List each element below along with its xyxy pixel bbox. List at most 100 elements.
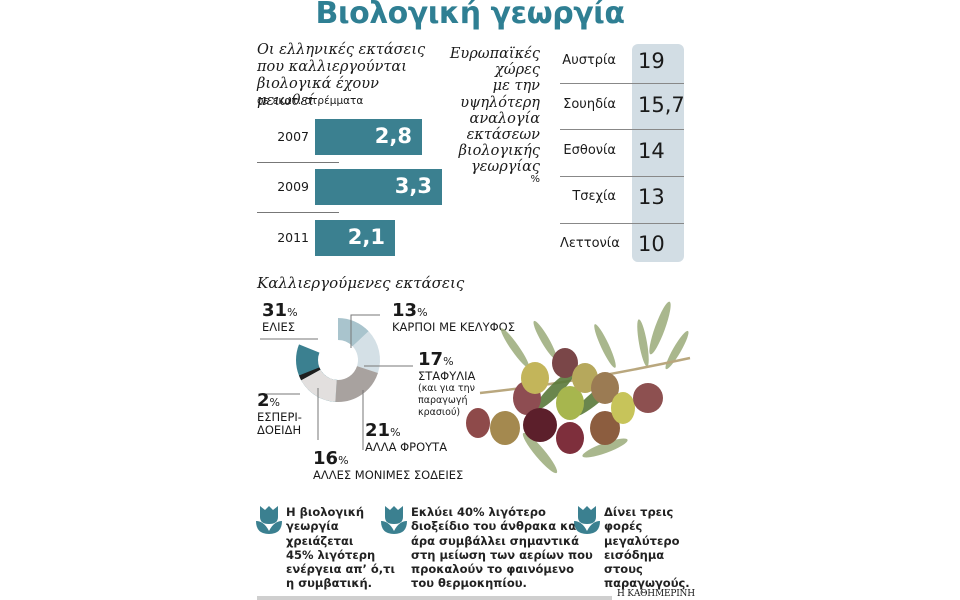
title-line: υψηλότερη	[460, 94, 540, 111]
segment-note: κρασιού)	[418, 407, 461, 418]
feature-energy: Η βιολογική γεωργία χρειάζεται 45% λιγότ…	[286, 505, 395, 591]
donut-title: Καλλιεργούμενες εκτάσεις	[257, 274, 465, 292]
title-line: αναλογία	[469, 110, 540, 127]
title-line: χώρες	[494, 62, 540, 79]
title-line: με την	[492, 78, 540, 95]
feature-line: ενέργεια απ’ ό,τι	[286, 562, 395, 577]
bar: 2,1	[315, 220, 395, 256]
pct-sign: %	[287, 306, 298, 319]
country-value: 14	[638, 139, 665, 163]
segment-note: (και για την	[418, 383, 475, 394]
feature-income: Δίνει τρεις φορές μεγαλύτερο εισόδημα στ…	[604, 505, 690, 591]
pct-value: 2	[257, 390, 270, 411]
feature-line: η συμβατική.	[286, 576, 373, 591]
country-name: Σουηδία	[563, 97, 616, 112]
divider	[560, 223, 684, 224]
feature-line: του θερμοκηπίου.	[411, 576, 527, 591]
label-fruits: 21% ΑΛΛΑ ΦΡΟΥΤΑ	[365, 420, 447, 454]
country-value: 10	[638, 232, 665, 256]
segment-nuts	[296, 318, 380, 402]
feature-line: άρα συμβάλλει σημαντικά	[411, 533, 580, 548]
feature-line: 45% λιγότερη	[286, 547, 376, 562]
country-name: Τσεχία	[572, 189, 616, 204]
bar-value: 3,3	[394, 174, 432, 198]
bar-year: 2007	[277, 129, 309, 144]
country-value: 15,7	[638, 93, 685, 117]
segment-label: ΑΛΛΕΣ ΜΟΝΙΜΕΣ ΣΟΔΕΙΕΣ	[313, 468, 464, 482]
country-name: Αυστρία	[562, 53, 616, 68]
bar-year: 2009	[277, 179, 309, 194]
country-name: Λεττονία	[560, 236, 620, 251]
pct-sign: %	[417, 306, 428, 319]
table-row: Λεττονία 10	[560, 223, 684, 268]
title-line: Ευρωπαϊκές	[449, 46, 540, 62]
segment-grapes	[296, 318, 380, 402]
pct-value: 13	[392, 300, 418, 321]
bar-chart-title: Οι ελληνικές εκτάσεις που καλλιεργούνται…	[257, 42, 426, 109]
feature-co2: Εκλύει 40% λιγότερο διοξείδιο του άνθρακ…	[411, 505, 593, 591]
segment-label: ΔΟΕΙΔΗ	[257, 423, 302, 437]
segment-label: ΣΤΑΦΥΛΙΑ	[418, 369, 476, 383]
feature-line: φορές	[604, 519, 643, 534]
pct-sign: %	[338, 454, 349, 467]
values-column-bg	[632, 44, 684, 262]
segment-label: ΕΛΙΕΣ	[262, 320, 296, 334]
segment-label: ΑΛΛΑ ΦΡΟΥΤΑ	[365, 440, 448, 454]
countries-unit: %	[530, 174, 540, 185]
bar: 2,8	[315, 119, 422, 155]
pct-value: 21	[365, 420, 391, 441]
tulip-icon	[574, 506, 600, 534]
divider	[257, 162, 339, 163]
countries-title: Ευρωπαϊκές χώρες με την υψηλότερη αναλογ…	[440, 46, 540, 176]
bar-chart-unit: σε εκατ. στρέμματα	[257, 95, 364, 107]
feature-line: γεωργία	[286, 519, 339, 534]
feature-line: εισόδημα	[604, 547, 665, 562]
country-value: 19	[638, 49, 665, 73]
feature-line: στη μείωση των αερίων που	[411, 547, 593, 562]
table-row: Αυστρία 19	[560, 40, 684, 85]
olive-branch-illustration	[466, 301, 691, 474]
pct-value: 16	[313, 448, 339, 469]
table-row: Τσεχία 13	[560, 176, 684, 221]
label-olives: 31% ΕΛΙΕΣ	[262, 300, 298, 334]
title-line: γεωργίας	[470, 159, 540, 176]
feature-line: Η βιολογική	[286, 505, 365, 519]
bar: 3,3	[315, 169, 442, 205]
footer-bar	[257, 596, 612, 600]
divider	[257, 212, 339, 213]
country-value: 13	[638, 185, 665, 209]
divider	[560, 129, 684, 130]
tulip-icon	[381, 506, 407, 534]
title-line: εκτάσεων	[466, 127, 540, 144]
label-permanent: 16% ΑΛΛΕΣ ΜΟΝΙΜΕΣ ΣΟΔΕΙΕΣ	[313, 448, 463, 482]
feature-line: παραγωγούς.	[604, 576, 690, 591]
bar-year: 2011	[277, 230, 309, 245]
feature-line: στους	[604, 562, 643, 577]
pct-value: 31	[262, 300, 288, 321]
donut-chart	[260, 314, 413, 450]
pct-value: 17	[418, 349, 444, 370]
feature-line: διοξείδιο του άνθρακα και	[411, 519, 581, 534]
label-citrus: 2% ΕΣΠΕΡΙ- ΔΟΕΙΔΗ	[257, 390, 302, 437]
label-grapes: 17% ΣΤΑΦΥΛΙΑ (και για την παραγωγή κρασι…	[418, 349, 475, 419]
divider	[560, 176, 684, 177]
divider	[560, 83, 684, 84]
feature-line: Δίνει τρεις	[604, 505, 674, 519]
segment-fruits	[296, 318, 380, 402]
segment-citrus	[296, 318, 380, 402]
source-credit: Η ΚΑΘΗΜΕΡΙΝΗ	[617, 589, 695, 599]
pct-sign: %	[443, 355, 454, 368]
pct-sign: %	[390, 426, 401, 439]
title-line: βιολογικής	[458, 143, 540, 160]
country-name: Εσθονία	[563, 143, 616, 158]
pct-sign: %	[269, 396, 280, 409]
segment-label: ΕΣΠΕΡΙ-	[257, 410, 302, 424]
table-row: Εσθονία 14	[560, 130, 684, 175]
bar-value: 2,8	[374, 124, 412, 148]
tulip-icon	[256, 506, 282, 534]
feature-line: Εκλύει 40% λιγότερο	[411, 505, 546, 519]
bar-value: 2,1	[347, 225, 385, 249]
label-nuts: 13% ΚΑΡΠΟΙ ΜΕ ΚΕΛΥΦΟΣ	[392, 300, 515, 334]
page-title: Βιολογική γεωργία	[315, 0, 625, 31]
feature-line: μεγαλύτερο	[604, 533, 680, 548]
